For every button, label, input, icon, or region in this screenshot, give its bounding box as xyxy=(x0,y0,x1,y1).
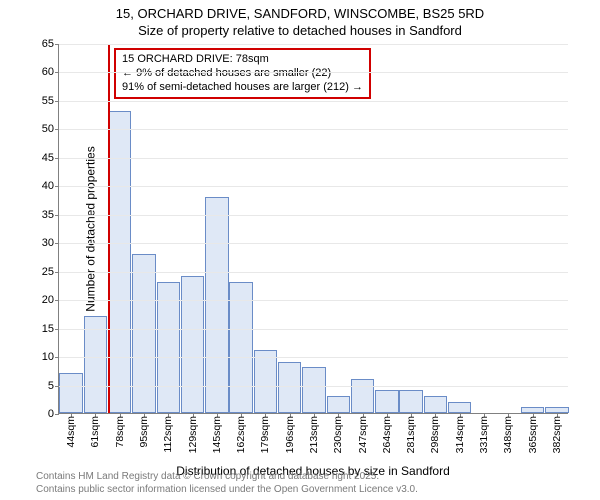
x-tick-label: 264sqm xyxy=(381,416,393,453)
x-tick-label: 382sqm xyxy=(551,416,563,453)
chart-area: Number of detached properties 15 ORCHARD… xyxy=(58,44,568,414)
x-tick-label: 298sqm xyxy=(429,416,441,453)
y-tick-label: 55 xyxy=(14,95,54,107)
y-tick-mark xyxy=(55,72,59,73)
y-tick-label: 40 xyxy=(14,180,54,192)
x-tick-label: 365sqm xyxy=(527,416,539,453)
x-tick-label: 162sqm xyxy=(235,416,247,453)
histogram-bar xyxy=(424,396,447,413)
footer-attribution: Contains HM Land Registry data © Crown c… xyxy=(36,471,418,496)
gridline xyxy=(59,72,568,73)
plot-region: 15 ORCHARD DRIVE: 78sqm ← 9% of detached… xyxy=(58,44,568,414)
y-tick-mark xyxy=(55,243,59,244)
x-tick-label: 78sqm xyxy=(114,416,126,448)
histogram-bar xyxy=(132,254,155,413)
x-tick-label: 247sqm xyxy=(357,416,369,453)
y-tick-mark xyxy=(55,186,59,187)
x-tick-label: 348sqm xyxy=(502,416,514,453)
gridline xyxy=(59,44,568,45)
annotation-line1: 15 ORCHARD DRIVE: 78sqm xyxy=(122,53,363,67)
y-tick-mark xyxy=(55,414,59,415)
histogram-bar xyxy=(302,367,325,413)
gridline xyxy=(59,186,568,187)
y-tick-label: 10 xyxy=(14,351,54,363)
y-tick-label: 65 xyxy=(14,38,54,50)
y-tick-mark xyxy=(55,357,59,358)
x-tick-label: 314sqm xyxy=(454,416,466,453)
y-tick-mark xyxy=(55,158,59,159)
x-tick-label: 95sqm xyxy=(138,416,150,448)
y-tick-mark xyxy=(55,300,59,301)
gridline xyxy=(59,158,568,159)
x-tick-label: 129sqm xyxy=(187,416,199,453)
y-tick-mark xyxy=(55,215,59,216)
x-tick-label: 196sqm xyxy=(284,416,296,453)
histogram-bar xyxy=(84,316,107,413)
footer-line1: Contains HM Land Registry data © Crown c… xyxy=(36,471,418,484)
y-tick-mark xyxy=(55,44,59,45)
gridline xyxy=(59,300,568,301)
y-tick-label: 20 xyxy=(14,294,54,306)
y-tick-label: 30 xyxy=(14,237,54,249)
gridline xyxy=(59,329,568,330)
gridline xyxy=(59,101,568,102)
histogram-bar xyxy=(351,379,374,413)
x-tick-label: 281sqm xyxy=(405,416,417,453)
y-tick-label: 0 xyxy=(14,408,54,420)
x-tick-label: 112sqm xyxy=(162,416,174,453)
y-tick-label: 50 xyxy=(14,123,54,135)
gridline xyxy=(59,386,568,387)
y-tick-label: 60 xyxy=(14,66,54,78)
gridline xyxy=(59,243,568,244)
annotation-line3: 91% of semi-detached houses are larger (… xyxy=(122,81,363,95)
y-tick-mark xyxy=(55,101,59,102)
y-tick-mark xyxy=(55,129,59,130)
histogram-bar xyxy=(278,362,301,413)
gridline xyxy=(59,215,568,216)
y-tick-label: 35 xyxy=(14,209,54,221)
histogram-bar xyxy=(108,111,131,413)
histogram-bar xyxy=(327,396,350,413)
annotation-box: 15 ORCHARD DRIVE: 78sqm ← 9% of detached… xyxy=(114,48,371,99)
y-tick-mark xyxy=(55,272,59,273)
x-tick-label: 213sqm xyxy=(308,416,320,453)
x-tick-label: 44sqm xyxy=(65,416,77,448)
histogram-bar xyxy=(448,402,471,413)
y-tick-mark xyxy=(55,386,59,387)
annotation-line2: ← 9% of detached houses are smaller (22) xyxy=(122,67,363,81)
histogram-bar xyxy=(375,390,398,413)
histogram-bar xyxy=(205,197,228,413)
histogram-bar xyxy=(181,276,204,413)
chart-title-sub: Size of property relative to detached ho… xyxy=(0,23,600,38)
chart-title-address: 15, ORCHARD DRIVE, SANDFORD, WINSCOMBE, … xyxy=(0,6,600,21)
gridline xyxy=(59,129,568,130)
y-tick-label: 25 xyxy=(14,266,54,278)
x-tick-label: 230sqm xyxy=(332,416,344,453)
histogram-bar xyxy=(254,350,277,413)
y-tick-label: 5 xyxy=(14,380,54,392)
y-tick-mark xyxy=(55,329,59,330)
x-tick-label: 179sqm xyxy=(259,416,271,453)
histogram-bar xyxy=(229,282,252,413)
gridline xyxy=(59,272,568,273)
footer-line2: Contains public sector information licen… xyxy=(36,484,418,497)
histogram-bar xyxy=(399,390,422,413)
histogram-bar xyxy=(157,282,180,413)
x-tick-label: 61sqm xyxy=(89,416,101,448)
y-tick-label: 45 xyxy=(14,152,54,164)
y-tick-label: 15 xyxy=(14,323,54,335)
chart-titles: 15, ORCHARD DRIVE, SANDFORD, WINSCOMBE, … xyxy=(0,0,600,38)
x-tick-label: 331sqm xyxy=(478,416,490,453)
x-tick-label: 145sqm xyxy=(211,416,223,453)
gridline xyxy=(59,357,568,358)
histogram-bar xyxy=(59,373,82,413)
